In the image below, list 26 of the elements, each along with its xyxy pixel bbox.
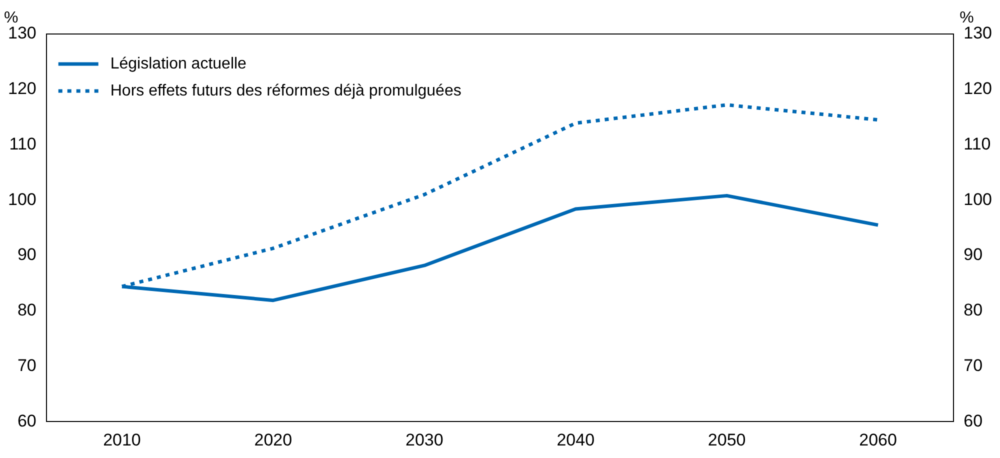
y-tick-label: 60 xyxy=(17,411,36,430)
y-axis-title: % xyxy=(4,9,18,26)
y2-tick-label: 130 xyxy=(964,24,992,43)
y2-tick-label: 90 xyxy=(964,245,983,264)
y2-axis-title: % xyxy=(960,9,974,26)
legend-label: Législation actuelle xyxy=(110,55,247,72)
x-tick-label: 2040 xyxy=(556,430,595,450)
x-tick-label: 2060 xyxy=(859,430,897,450)
y2-tick-label: 100 xyxy=(964,190,992,209)
y-tick-label: 70 xyxy=(17,356,36,375)
x-tick-label: 2010 xyxy=(103,430,141,450)
y2-tick-label: 80 xyxy=(964,300,983,320)
y-tick-label: 130 xyxy=(8,24,36,43)
y2-tick-label: 110 xyxy=(964,134,991,154)
y-tick-label: 90 xyxy=(17,245,36,264)
y-tick-label: 110 xyxy=(9,134,36,154)
y2-tick-label: 70 xyxy=(964,356,983,375)
legend-label: Hors effets futurs des réformes déjà promulguées xyxy=(110,82,462,100)
y-tick-label: 100 xyxy=(8,190,36,209)
y-tick-label: 80 xyxy=(17,300,36,320)
x-tick-label: 2050 xyxy=(708,430,746,450)
x-tick-label: 2020 xyxy=(254,430,292,450)
y2-tick-label: 60 xyxy=(964,411,983,430)
y2-tick-label: 120 xyxy=(964,79,992,98)
x-tick-label: 2030 xyxy=(405,430,444,450)
y-tick-label: 120 xyxy=(8,79,36,98)
